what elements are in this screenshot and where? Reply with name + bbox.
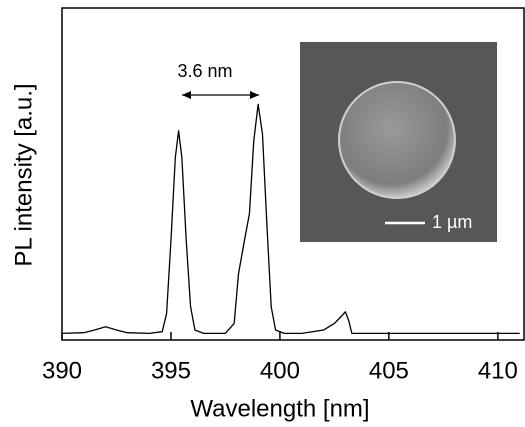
x-tick-label: 400 bbox=[260, 357, 300, 384]
chart: 1 µm 3.6 nm Wavelength [nm] PL intensity… bbox=[0, 0, 525, 427]
y-axis-label: PL intensity [a.u.] bbox=[10, 83, 37, 266]
page: {"chart_data": {"type": "line", "x_label… bbox=[0, 0, 525, 427]
inset: 1 µm bbox=[300, 42, 497, 242]
x-tick-label: 395 bbox=[151, 357, 191, 384]
particle bbox=[339, 82, 455, 198]
x-tick-label: 390 bbox=[42, 357, 82, 384]
x-tick-label: 410 bbox=[478, 357, 518, 384]
x-tick-label: 405 bbox=[369, 357, 409, 384]
span-arrow: 3.6 nm bbox=[177, 61, 259, 99]
x-axis-label: Wavelength [nm] bbox=[190, 395, 369, 422]
span-label: 3.6 nm bbox=[177, 61, 232, 81]
scale-label: 1 µm bbox=[432, 212, 472, 232]
